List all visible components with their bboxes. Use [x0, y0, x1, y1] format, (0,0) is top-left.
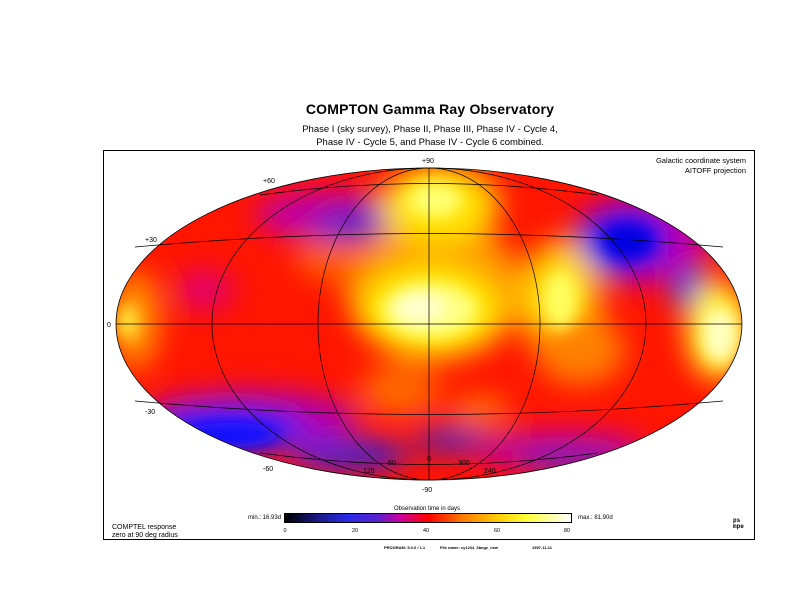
exposure-orange-right	[535, 315, 625, 385]
lat-label-zero: 0	[107, 322, 111, 329]
footer-filename: File name: cy1234_6bege_new	[440, 545, 499, 550]
coordinate-grid	[115, 167, 743, 481]
lon-label-300: 300	[458, 460, 470, 467]
lon-label-240: 240	[484, 468, 496, 475]
exposure-blue-lower-mid	[415, 428, 485, 452]
lat-label-plus60: +60	[263, 178, 275, 185]
exposure-blue-upper-right-core	[603, 226, 653, 258]
institute-logo: ps mpe	[733, 518, 751, 536]
latitude-line-plus30	[134, 233, 724, 248]
exposure-white-core	[395, 294, 445, 322]
exposure-blue-lower-center	[290, 440, 410, 470]
coordinate-system-note: Galactic coordinate system AITOFF projec…	[656, 156, 746, 176]
colorbar-tick-40: 40	[422, 528, 430, 534]
lat-label-plus30: +30	[145, 237, 157, 244]
map-subtitle-line1: Phase I (sky survey), Phase II, Phase II…	[302, 124, 558, 135]
colorbar-tick-60: 60	[493, 528, 501, 534]
exposure-orange-lower-center	[360, 365, 440, 415]
exposure-white-far-right	[702, 307, 738, 363]
exposure-yellow-left-edge	[118, 304, 138, 340]
colorbar-label: Observation time in days	[394, 506, 461, 512]
colorbar-tick-80: 80	[563, 528, 571, 534]
exposure-blue-upper-left	[315, 210, 385, 240]
footnote-line1: COMPTEL response	[112, 524, 177, 531]
coordinate-system-label: Galactic coordinate system	[655, 156, 746, 165]
map-frame	[103, 150, 755, 540]
exposure-yellow-north-core	[407, 182, 463, 218]
latitude-line-plus60	[259, 183, 599, 196]
colorbar-min-label: min.: 16.93d	[248, 515, 282, 521]
exposure-orange-lower-right	[450, 395, 510, 425]
lon-label-0: 0	[427, 456, 431, 463]
exposure-map	[116, 168, 742, 480]
latitude-line-minus30	[134, 400, 724, 415]
latitude-line-minus60	[259, 452, 599, 465]
projection-label: AITOFF projection	[684, 166, 746, 175]
lat-label-minus30: -30	[145, 409, 155, 416]
lon-label-60: 60	[388, 460, 396, 467]
exposure-yellow-right-core	[542, 270, 578, 330]
lon-label-120: 120	[363, 468, 375, 475]
lat-label-plus90: +90	[422, 158, 434, 165]
lat-label-minus90: -90	[422, 487, 432, 494]
exposure-magenta-left-mid	[175, 270, 235, 310]
exposure-orange-upper-center	[295, 240, 365, 280]
response-footnote: COMPTEL response zero at 90 deg radius	[112, 524, 178, 540]
footer-date: 1997-11-11	[532, 545, 553, 550]
logo-line1: ps	[733, 517, 741, 524]
footer-program: PROGRAM: 5.0.0 / 1.1	[384, 545, 426, 550]
colorbar-tick-0: 0	[283, 528, 287, 534]
map-title: COMPTON Gamma Ray Observatory	[305, 101, 555, 117]
exposure-blue-bottom-right	[515, 452, 625, 472]
lat-label-minus60: -60	[263, 466, 273, 473]
logo-line2: mpe	[733, 523, 744, 530]
colorbar-tick-20: 20	[351, 528, 359, 534]
colorbar	[284, 513, 572, 523]
grid-labels: +90 +60 +30 0 -30 -60 -90 120 60 0 300 2…	[107, 158, 496, 494]
colorbar-max-label: max.: 81.90d	[578, 515, 613, 521]
map-subtitle-line2: Phase IV - Cycle 5, and Phase IV - Cycle…	[316, 137, 544, 148]
footnote-line2: zero at 90 deg radius	[112, 532, 178, 539]
